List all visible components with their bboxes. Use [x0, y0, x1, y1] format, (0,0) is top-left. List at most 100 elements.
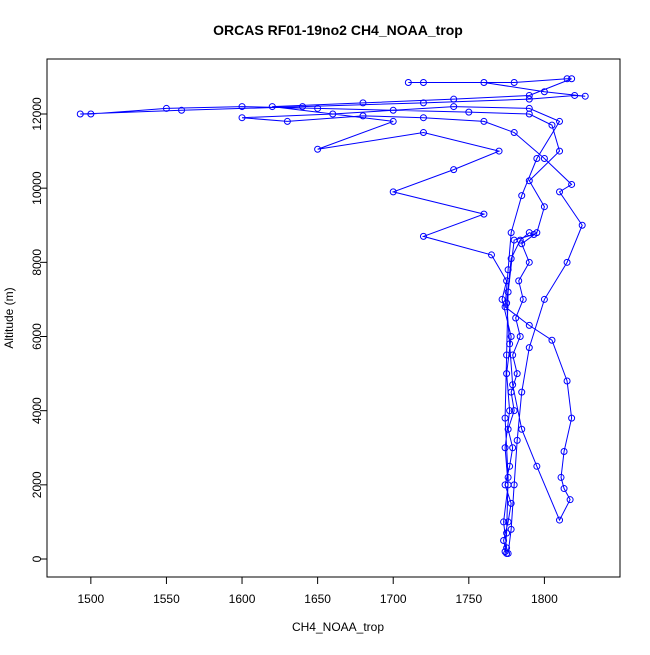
- data-point: [314, 104, 322, 112]
- data-point: [548, 121, 556, 129]
- x-tick-label: 1800: [531, 592, 558, 606]
- data-point: [509, 444, 517, 452]
- data-point: [178, 106, 186, 114]
- data-point: [530, 231, 538, 239]
- data-point: [507, 333, 515, 341]
- data-point: [507, 499, 515, 507]
- data-point: [510, 236, 518, 244]
- data-point: [525, 344, 533, 352]
- x-tick-label: 1700: [380, 592, 407, 606]
- data-point: [525, 91, 533, 99]
- data-point: [571, 91, 579, 99]
- data-point: [503, 370, 511, 378]
- data-point: [498, 295, 506, 303]
- data-point: [518, 388, 526, 396]
- data-point: [500, 536, 508, 544]
- data-point: [507, 255, 515, 263]
- data-point: [503, 277, 511, 285]
- data-point: [525, 104, 533, 112]
- data-point: [540, 203, 548, 211]
- data-point: [506, 407, 514, 415]
- data-point: [566, 496, 574, 504]
- plot-frame: [46, 58, 621, 578]
- y-tick-label: 0: [30, 555, 44, 562]
- data-point: [556, 516, 564, 524]
- data-point: [540, 88, 548, 96]
- data-point: [404, 78, 412, 86]
- data-point: [506, 340, 514, 348]
- data-point: [507, 388, 515, 396]
- data-point: [556, 147, 564, 155]
- data-point: [238, 114, 246, 122]
- x-tick-label: 1550: [153, 592, 180, 606]
- x-tick-label: 1500: [77, 592, 104, 606]
- x-axis-label: CH4_NOAA_trop: [292, 620, 384, 634]
- data-point: [299, 103, 307, 111]
- data-point: [540, 295, 548, 303]
- data-point: [518, 240, 526, 248]
- data-point: [419, 232, 427, 240]
- data-point: [501, 444, 509, 452]
- data-point: [329, 110, 337, 118]
- data-point: [510, 78, 518, 86]
- data-point: [501, 481, 509, 489]
- y-tick-label: 8000: [30, 249, 44, 276]
- data-point: [568, 414, 576, 422]
- x-tick-label: 1650: [304, 592, 331, 606]
- x-tick-label: 1750: [455, 592, 482, 606]
- data-point: [507, 525, 515, 533]
- data-point: [510, 407, 518, 415]
- data-point: [501, 414, 509, 422]
- data-point: [563, 377, 571, 385]
- data-point: [512, 314, 520, 322]
- data-point: [450, 103, 458, 111]
- data-point: [480, 210, 488, 218]
- data-point: [268, 103, 276, 111]
- data-point: [513, 370, 521, 378]
- data-point: [563, 75, 571, 83]
- data-point: [238, 103, 246, 111]
- data-point: [518, 192, 526, 200]
- data-point: [507, 229, 515, 237]
- y-tick-label: 12000: [30, 97, 44, 131]
- data-point: [450, 95, 458, 103]
- data-point: [419, 78, 427, 86]
- data-point: [548, 336, 556, 344]
- data-point: [359, 112, 367, 120]
- data-point: [504, 473, 512, 481]
- data-point: [581, 92, 589, 100]
- data-point: [419, 114, 427, 122]
- data-point: [359, 99, 367, 107]
- data-point: [501, 303, 509, 311]
- data-point: [465, 108, 473, 116]
- data-point: [389, 117, 397, 125]
- data-point: [557, 473, 565, 481]
- data-point: [450, 166, 458, 174]
- data-point: [419, 129, 427, 137]
- data-point: [540, 154, 548, 162]
- data-point: [533, 462, 541, 470]
- data-point: [283, 117, 291, 125]
- data-point: [563, 258, 571, 266]
- data-point: [389, 106, 397, 114]
- data-point: [515, 277, 523, 285]
- data-point: [419, 99, 427, 107]
- data-point: [501, 548, 509, 556]
- y-tick-label: 4000: [30, 397, 44, 424]
- y-tick-label: 6000: [30, 323, 44, 350]
- data-point: [500, 518, 508, 526]
- data-point: [568, 180, 576, 188]
- data-point: [509, 381, 517, 389]
- chart-title: ORCAS RF01-19no2 CH4_NOAA_trop: [213, 22, 463, 38]
- data-point: [513, 436, 521, 444]
- data-point: [87, 110, 95, 118]
- data-point: [504, 518, 512, 526]
- data-point: [525, 95, 533, 103]
- data-point: [578, 221, 586, 229]
- data-line: [80, 78, 586, 554]
- data-point: [516, 333, 524, 341]
- data-point: [556, 117, 564, 125]
- data-point: [480, 117, 488, 125]
- data-point: [162, 104, 170, 112]
